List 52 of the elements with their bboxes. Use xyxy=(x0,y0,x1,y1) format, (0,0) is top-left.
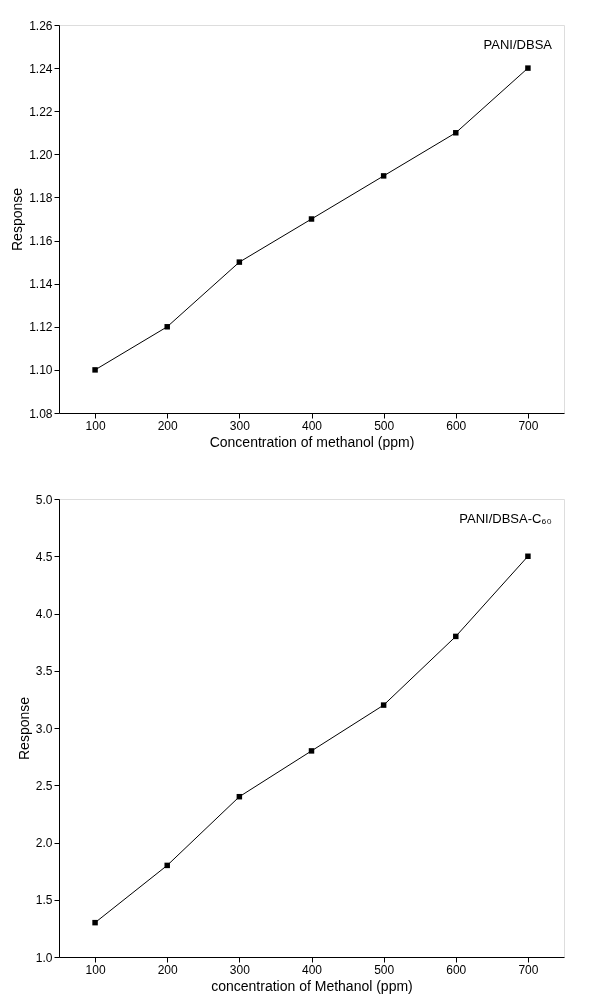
annotation: PANI/DBSA-C₆₀ xyxy=(459,511,552,526)
x-tick-label: 600 xyxy=(446,418,467,433)
y-axis-title: Response xyxy=(9,187,26,252)
y-tick-label: 1.5 xyxy=(35,893,53,908)
y-tick-label: 5.0 xyxy=(35,492,53,507)
y-tick-label: 1.16 xyxy=(29,234,53,249)
x-tick-label: 700 xyxy=(518,418,539,433)
x-axis-title: concentration of Methanol (ppm) xyxy=(211,977,413,994)
y-tick-label: 4.0 xyxy=(35,607,53,621)
x-tick-label: 100 xyxy=(85,418,106,433)
point xyxy=(236,259,243,265)
y-tick-label: 1.10 xyxy=(29,363,53,378)
point xyxy=(92,919,98,926)
point xyxy=(380,173,387,179)
y-tick-label: 1.12 xyxy=(29,320,53,335)
y-tick-label: 3.5 xyxy=(35,664,53,679)
point xyxy=(453,633,459,640)
y-tick-label: 2.0 xyxy=(35,836,53,850)
x-tick-label: 300 xyxy=(229,418,251,433)
y-tick-label: 1.20 xyxy=(29,147,53,162)
y-tick-label: 1.22 xyxy=(29,104,53,119)
y-tick-label: 3.0 xyxy=(35,721,53,736)
x-tick-label: 400 xyxy=(301,962,323,977)
point xyxy=(525,553,531,559)
y-tick-label: 1.0 xyxy=(35,950,53,965)
point xyxy=(453,130,459,136)
annotation: PANI/DBSA xyxy=(483,37,553,52)
point xyxy=(308,748,315,754)
y-tick-label: 1.08 xyxy=(29,406,53,421)
x-tick-label: 700 xyxy=(518,962,539,977)
point xyxy=(164,862,170,869)
x-tick-label: 500 xyxy=(374,418,395,433)
y-tick-label: 1.24 xyxy=(29,61,53,76)
point xyxy=(164,324,170,330)
x-tick-label: 400 xyxy=(301,418,323,433)
point xyxy=(380,702,387,708)
x-tick-label: 200 xyxy=(157,418,179,433)
y-axis-title: Response xyxy=(15,696,32,761)
point xyxy=(308,216,315,222)
x-tick-label: 500 xyxy=(374,962,395,977)
x-tick-label: 200 xyxy=(157,962,179,977)
x-tick-label: 300 xyxy=(229,962,251,977)
y-tick-label: 1.18 xyxy=(29,190,53,205)
y-tick-label: 1.26 xyxy=(29,18,53,33)
y-tick-label: 1.14 xyxy=(29,277,53,292)
y-tick-label: 2.5 xyxy=(35,778,53,793)
y-tick-label: 4.5 xyxy=(35,549,53,564)
x-tick-label: 600 xyxy=(446,962,467,977)
point xyxy=(525,65,531,71)
point xyxy=(92,367,98,373)
x-tick-label: 100 xyxy=(85,962,106,977)
x-axis-title: Concentration of methanol (ppm) xyxy=(209,433,415,450)
